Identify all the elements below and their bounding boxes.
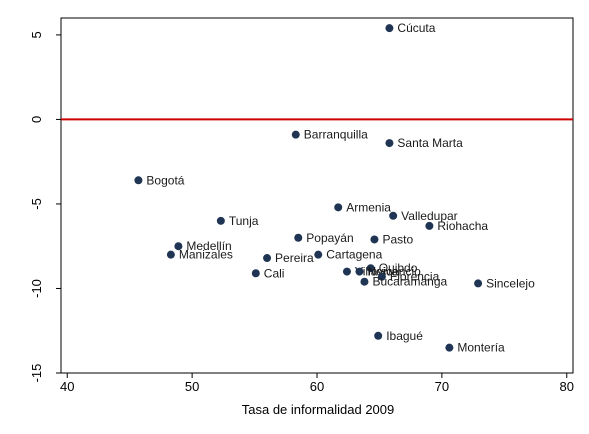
data-point — [174, 242, 183, 251]
x-tick-label: 70 — [435, 379, 449, 394]
data-point — [374, 331, 383, 340]
data-point-group: Pasto — [370, 232, 413, 246]
data-point — [355, 267, 364, 276]
point-label: Villavicencio — [355, 265, 421, 279]
data-point-group: Montería — [445, 341, 505, 355]
x-tick-label: 80 — [560, 379, 574, 394]
data-point — [445, 343, 454, 352]
point-label: Pasto — [382, 232, 413, 246]
y-tick-label: -5 — [29, 198, 44, 210]
data-point-group: Florencia — [377, 270, 440, 284]
x-axis-label: Tasa de informalidad 2009 — [242, 402, 395, 417]
x-axis-ticks: 40 50 60 70 80 — [60, 373, 574, 394]
data-point-group: Cartagena — [314, 248, 383, 262]
point-label: Tunja — [229, 214, 259, 228]
data-point-group: Quibdo — [366, 261, 418, 275]
data-point — [377, 272, 386, 281]
point-label: Armenia — [346, 200, 391, 214]
data-point-group: Armenia — [334, 200, 391, 214]
data-point — [166, 250, 175, 259]
data-point — [425, 221, 434, 230]
point-label: Santa Marta — [397, 136, 463, 150]
y-tick-label: -15 — [29, 364, 44, 383]
point-label: Pereira — [275, 251, 314, 265]
point-label: Montería — [457, 341, 505, 355]
data-point-group: Bogotá — [134, 173, 185, 187]
y-axis-ticks: 5 0 -5 -10 -15 — [29, 31, 61, 382]
data-point — [134, 176, 143, 185]
point-label: Ibagué — [386, 329, 423, 343]
data-point-group: Cúcuta — [385, 21, 436, 35]
data-point — [385, 24, 394, 33]
data-point-group: Medellín — [174, 239, 232, 253]
data-point-group: Santa Marta — [385, 136, 463, 150]
point-label: Medellín — [186, 239, 231, 253]
point-label: Florencia — [390, 270, 440, 284]
data-point — [251, 269, 260, 278]
point-label: Quibdo — [379, 261, 418, 275]
data-point-group: Bucaramanga — [360, 275, 447, 289]
data-point — [294, 233, 303, 242]
data-point-group: Popayán — [294, 231, 354, 245]
point-label: Sincelejo — [486, 276, 535, 290]
plot-area — [60, 17, 574, 374]
point-label: Manizales — [179, 248, 233, 262]
data-point-group: Sincelejo — [474, 276, 535, 290]
data-point-group: Valledupar — [389, 209, 458, 223]
x-tick-label: 60 — [310, 379, 324, 394]
point-label: Neiva — [367, 265, 398, 279]
point-label: Cartagena — [326, 248, 382, 262]
point-label: Cali — [264, 266, 285, 280]
data-point-group: Tunja — [216, 214, 259, 228]
data-point — [216, 216, 225, 225]
data-point — [291, 130, 300, 139]
point-label: Popayán — [306, 231, 353, 245]
data-point — [263, 254, 272, 263]
x-tick-label: 50 — [185, 379, 199, 394]
data-points: Cúcuta Barranquilla Santa Marta Bogotá Armen… — [134, 21, 535, 355]
data-point — [334, 203, 343, 212]
point-label: Bogotá — [146, 173, 184, 187]
point-label: Valledupar — [401, 209, 457, 223]
data-point-group: Barranquilla — [291, 128, 368, 142]
x-tick-label: 40 — [60, 379, 74, 394]
point-label: Bucaramanga — [372, 275, 447, 289]
data-point — [342, 267, 351, 276]
data-point — [474, 279, 483, 288]
data-point — [385, 139, 394, 148]
data-point — [389, 211, 398, 220]
data-point-group: Riohacha — [425, 219, 488, 233]
data-point-group: Cali — [251, 266, 285, 280]
data-point — [314, 250, 323, 259]
y-tick-label: -10 — [29, 279, 44, 298]
data-point-group: Ibagué — [374, 329, 423, 343]
data-point — [360, 277, 369, 286]
point-label: Cúcuta — [397, 21, 435, 35]
y-tick-label: 5 — [29, 31, 44, 38]
y-tick-label: 0 — [29, 116, 44, 123]
point-label: Barranquilla — [304, 128, 368, 142]
plot-frame — [60, 17, 574, 374]
data-point — [370, 235, 379, 244]
data-point-group: Villavicencio — [342, 265, 421, 279]
data-point-group: Pereira — [263, 251, 314, 265]
data-point — [366, 264, 375, 273]
point-label: Riohacha — [437, 219, 488, 233]
data-point-group: Manizales — [166, 248, 233, 262]
data-point-group: Neiva — [355, 265, 398, 279]
